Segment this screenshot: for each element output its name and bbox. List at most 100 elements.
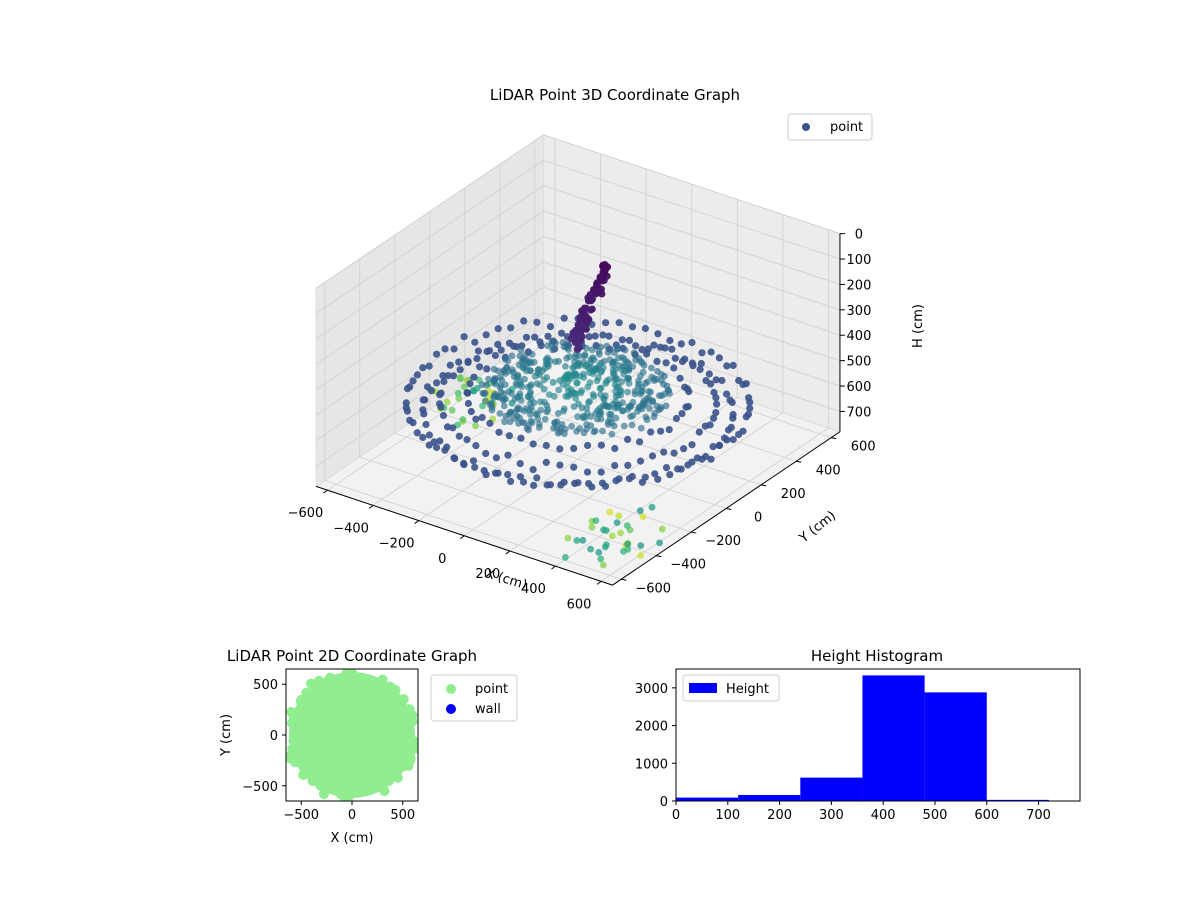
chart-3d-point [476,363,484,371]
chart-3d-point [653,357,661,365]
histogram-x-tick-label: 0 [672,808,680,823]
chart-3d-point [651,470,659,478]
chart-3d-point [712,376,720,384]
chart-3d-point [603,377,610,385]
chart-3d-point [608,430,616,438]
chart-3d-point [723,436,731,444]
chart-3d-point [556,461,564,469]
chart-2d-point [295,696,306,707]
chart-3d-point [562,363,569,370]
chart-3d-y-tick-label: 0 [754,510,762,525]
chart-3d-point [540,376,548,384]
chart-3d-point [567,391,574,398]
chart-3d-point [705,370,713,378]
chart-3d-point [682,403,690,411]
chart-3d-y-tick-mark [691,531,697,534]
chart-2d-title: LiDAR Point 2D Coordinate Graph [227,647,477,665]
chart-3d-point [588,483,596,491]
chart-3d-point [540,385,548,393]
chart-3d-point [455,358,463,366]
chart-2d-point [384,681,395,692]
chart-3d-point [558,329,566,337]
chart-3d-point [544,332,552,340]
chart-3d-point [729,436,737,444]
chart-3d-point [433,443,441,452]
chart-3d-point [713,400,721,408]
chart-2d-point [377,674,388,685]
chart-3d-point [637,542,645,549]
chart-3d-point [425,362,433,370]
chart-3d-point [593,377,601,385]
chart-3d-z-tick-label: 700 [847,405,872,420]
chart-3d-point [698,455,706,463]
chart-3d-point [450,454,458,462]
chart-3d-point [564,534,572,542]
chart-2d-legend[interactable]: point wall [430,674,518,722]
chart-3d-point [648,364,655,372]
chart-3d-point [505,432,513,440]
chart-3d-point [482,331,490,339]
chart-3d-point [615,319,623,327]
chart-3d-point [715,354,724,362]
chart-3d-point [541,415,549,423]
chart-3d-point [660,448,668,456]
chart-3d-point [650,341,658,349]
chart-3d-point [650,413,658,421]
chart-3d-point [471,338,479,346]
chart-3d-point [485,375,492,383]
chart-3d-point [516,473,525,481]
chart-3d-point [448,406,456,414]
chart-3d-grid-z-back [543,236,841,336]
chart-3d-point [658,376,665,384]
chart-3d-point [715,441,724,449]
chart-3d-point [624,540,632,548]
chart-3d-point [556,445,564,453]
chart-3d-legend[interactable]: point [787,113,873,141]
chart-3d-x-tick-label: −600 [288,506,324,521]
chart-3d-point [460,461,468,469]
chart-3d-point [549,346,557,354]
chart-3d-point [599,331,607,339]
chart-3d-point [632,342,640,350]
chart-3d-point [467,407,475,416]
chart-3d-point [588,523,596,531]
chart-3d-point [413,371,421,379]
chart-3d-point [550,424,557,432]
chart-3d-point [637,552,644,559]
chart-3d-point [648,503,656,511]
chart-3d-grid-z-back [543,261,841,362]
histogram-legend[interactable]: Height [682,674,780,702]
chart-3d-point [531,372,539,380]
chart-3d-point [483,347,491,356]
chart-3d-point [460,383,468,391]
chart-3d-point [584,383,592,391]
chart-3d-point [578,404,586,412]
chart-3d-point [670,449,678,457]
chart-3d-point [526,410,534,418]
histogram-bar [862,675,925,801]
chart-3d-point [472,422,479,430]
chart-2d-point [313,675,324,686]
chart-3d-grid-z-side [315,236,544,391]
chart-2d-legend-marker-point [446,684,456,694]
chart-2d-point-cloud [289,672,415,798]
chart-3d-point [419,396,427,404]
chart-3d-point [612,414,620,422]
chart-3d-point [681,355,689,363]
histogram-x-tick-label: 400 [871,808,896,823]
chart-3d-point [473,384,481,392]
chart-3d-point [549,378,557,386]
histogram-legend-label: Height [726,682,769,697]
chart-3d-point [718,376,726,385]
chart-3d-point [619,407,626,415]
chart-3d-point [602,527,610,534]
chart-2d-x-tick-label: 0 [348,808,356,823]
chart-3d-point [537,398,544,406]
chart-3d-point [472,442,480,450]
chart-3d-x-tick-mark [368,504,374,509]
chart-3d-point [551,419,559,426]
chart-3d-legend-marker [802,123,810,131]
chart-3d-point [441,446,449,454]
chart-3d-grid-y-floor [429,409,727,509]
chart-3d-point [603,342,611,350]
